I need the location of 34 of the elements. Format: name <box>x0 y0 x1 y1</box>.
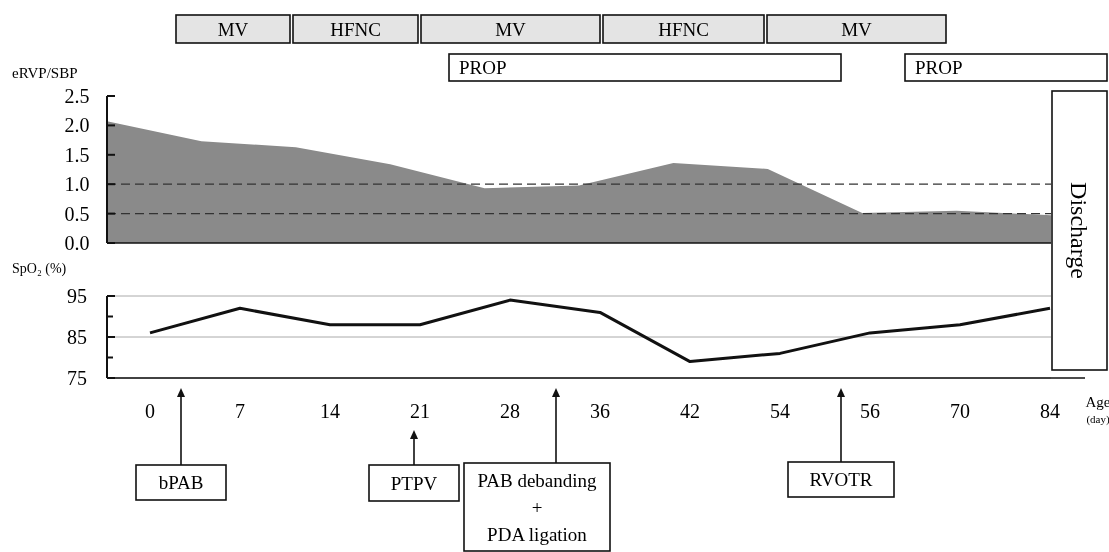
x-tick-label: 21 <box>410 400 430 422</box>
y-tick-label: 2.5 <box>64 85 90 107</box>
text: PROP <box>459 57 507 79</box>
text: MV <box>217 18 249 40</box>
x-tick-label: 56 <box>860 400 880 422</box>
text: MV <box>841 18 873 40</box>
text: HFNC <box>330 18 381 40</box>
x-tick-label: 54 <box>770 400 790 422</box>
text: RVOTR <box>809 469 873 491</box>
y-tick-label: 95 <box>67 285 87 307</box>
x-tick-label: 84 <box>1040 400 1060 422</box>
text: HFNC <box>658 18 709 40</box>
y-axis-title: eRVP/SBP <box>12 65 78 81</box>
x-tick-label: 42 <box>680 400 700 422</box>
text: Discharge <box>1066 182 1093 279</box>
y-tick-label: 2.0 <box>64 114 90 137</box>
y-tick-label: 1.0 <box>64 173 90 196</box>
text: PTPV <box>390 472 438 494</box>
x-tick-label: 70 <box>950 400 970 422</box>
text: PROP <box>915 57 963 79</box>
y-tick-label: 85 <box>67 326 87 348</box>
x-tick-label: 14 <box>320 400 340 422</box>
x-tick-label: 36 <box>590 400 610 422</box>
x-tick-label: 0 <box>145 400 155 422</box>
x-tick-label: 28 <box>500 400 520 422</box>
y-tick-label: 75 <box>67 367 87 389</box>
y-axis-title: SpO₂ (%) <box>12 261 67 277</box>
y-tick-label: 0.5 <box>64 202 90 225</box>
text: PAB debanding + PDA ligation <box>477 469 598 545</box>
y-tick-label: 0.0 <box>64 232 90 254</box>
x-tick-label: 7 <box>235 400 245 422</box>
text: MV <box>495 18 527 40</box>
y-tick-label: 1.5 <box>64 143 90 166</box>
text: bPAB <box>158 472 204 494</box>
